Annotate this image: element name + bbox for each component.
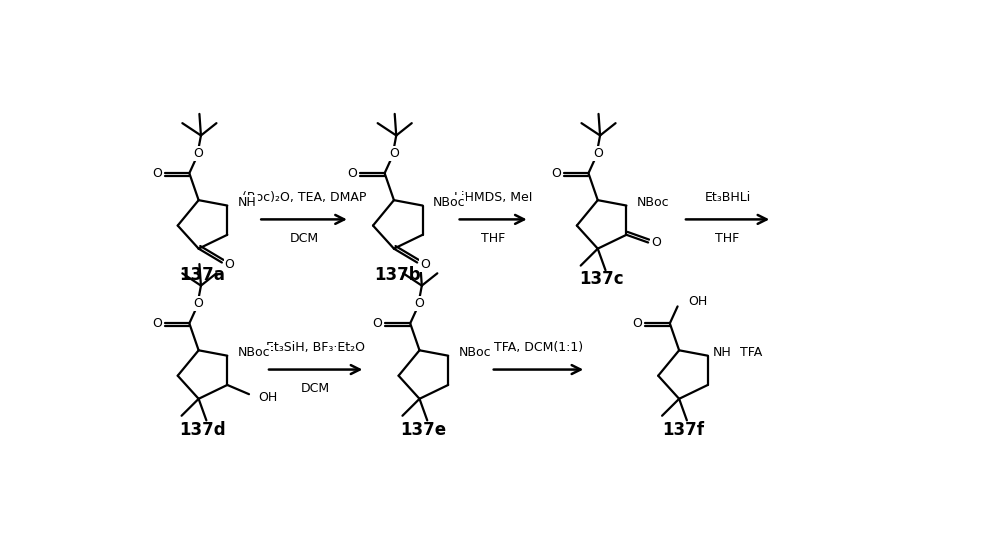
Text: 137c: 137c (579, 270, 624, 288)
Text: THF: THF (481, 232, 505, 245)
Text: O: O (415, 297, 424, 310)
Text: O: O (194, 297, 204, 310)
Text: O: O (551, 167, 561, 180)
Text: 137e: 137e (400, 421, 446, 439)
Text: TFA: TFA (740, 346, 763, 359)
Text: O: O (632, 317, 642, 330)
Text: O: O (420, 258, 430, 270)
Text: LiHMDS, MeI: LiHMDS, MeI (454, 191, 532, 204)
Text: O: O (347, 167, 357, 180)
Text: Et₃SiH, BF₃·Et₂O: Et₃SiH, BF₃·Et₂O (266, 341, 365, 354)
Text: 137b: 137b (374, 266, 421, 284)
Text: O: O (225, 258, 235, 270)
Text: DCM: DCM (301, 382, 330, 395)
Text: 137f: 137f (662, 421, 704, 439)
Text: Et₃BHLi: Et₃BHLi (704, 191, 751, 204)
Text: NH: NH (238, 196, 257, 209)
Text: NBoc: NBoc (433, 196, 465, 209)
Text: DCM: DCM (289, 232, 319, 245)
Text: (Boc)₂O, TEA, DMAP: (Boc)₂O, TEA, DMAP (242, 191, 366, 204)
Text: 137a: 137a (180, 266, 225, 284)
Text: O: O (152, 167, 162, 180)
Text: OH: OH (258, 391, 278, 404)
Text: NH: NH (713, 346, 732, 359)
Text: O: O (651, 236, 661, 249)
Text: 137d: 137d (179, 421, 226, 439)
Text: O: O (194, 147, 204, 160)
Text: O: O (373, 317, 383, 330)
Text: NBoc: NBoc (637, 196, 669, 209)
Text: OH: OH (688, 295, 708, 308)
Text: NBoc: NBoc (237, 346, 270, 359)
Text: O: O (389, 147, 399, 160)
Text: THF: THF (715, 232, 740, 245)
Text: O: O (152, 317, 162, 330)
Text: NBoc: NBoc (458, 346, 491, 359)
Text: O: O (593, 147, 603, 160)
Text: TFA, DCM(1:1): TFA, DCM(1:1) (494, 341, 583, 354)
